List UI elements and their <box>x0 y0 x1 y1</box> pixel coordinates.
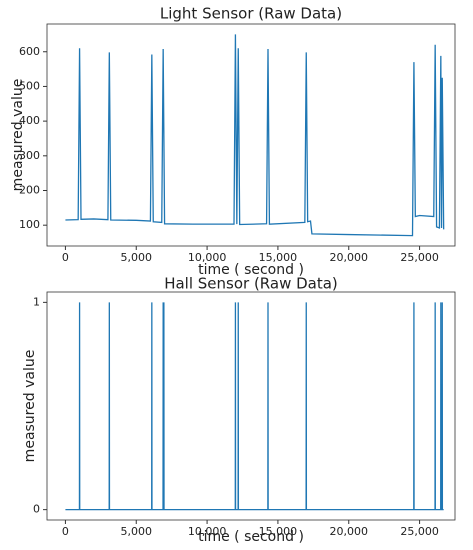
y-tick-label: 100 <box>19 218 40 231</box>
y-tick-label: 1 <box>33 295 40 308</box>
y-tick-label: 0 <box>33 503 40 516</box>
chart-title: Hall Sensor (Raw Data) <box>164 275 338 293</box>
x-tick-label: 20,000 <box>330 525 369 538</box>
y-tick-label: 500 <box>19 79 40 92</box>
x-tick-label: 5,000 <box>121 525 153 538</box>
y-tick-label: 300 <box>19 149 40 162</box>
y-axis-label: measured value <box>10 79 26 192</box>
x-tick-label: 0 <box>62 251 69 264</box>
plot-frame <box>46 291 456 521</box>
y-tick-label: 600 <box>19 45 40 58</box>
x-tick-label: 10,000 <box>188 525 227 538</box>
y-axis-label: measured value <box>22 350 38 463</box>
data-line <box>65 34 445 237</box>
data-line <box>65 302 444 511</box>
chart-title: Light Sensor (Raw Data) <box>160 5 342 23</box>
x-tick-label: 15,000 <box>259 525 298 538</box>
x-tick-label: 25,000 <box>400 251 439 264</box>
y-tick-label: 200 <box>19 184 40 197</box>
plot-frame <box>46 23 456 247</box>
x-tick-label: 20,000 <box>330 251 369 264</box>
x-axis-label: time ( second ) <box>198 529 304 545</box>
y-tick-label: 400 <box>19 114 40 127</box>
x-axis-label: time ( second ) <box>198 262 304 278</box>
x-tick-label: 15,000 <box>259 251 298 264</box>
x-tick-label: 0 <box>62 525 69 538</box>
x-tick-label: 5,000 <box>121 251 153 264</box>
x-tick-label: 10,000 <box>188 251 227 264</box>
x-tick-label: 25,000 <box>400 525 439 538</box>
